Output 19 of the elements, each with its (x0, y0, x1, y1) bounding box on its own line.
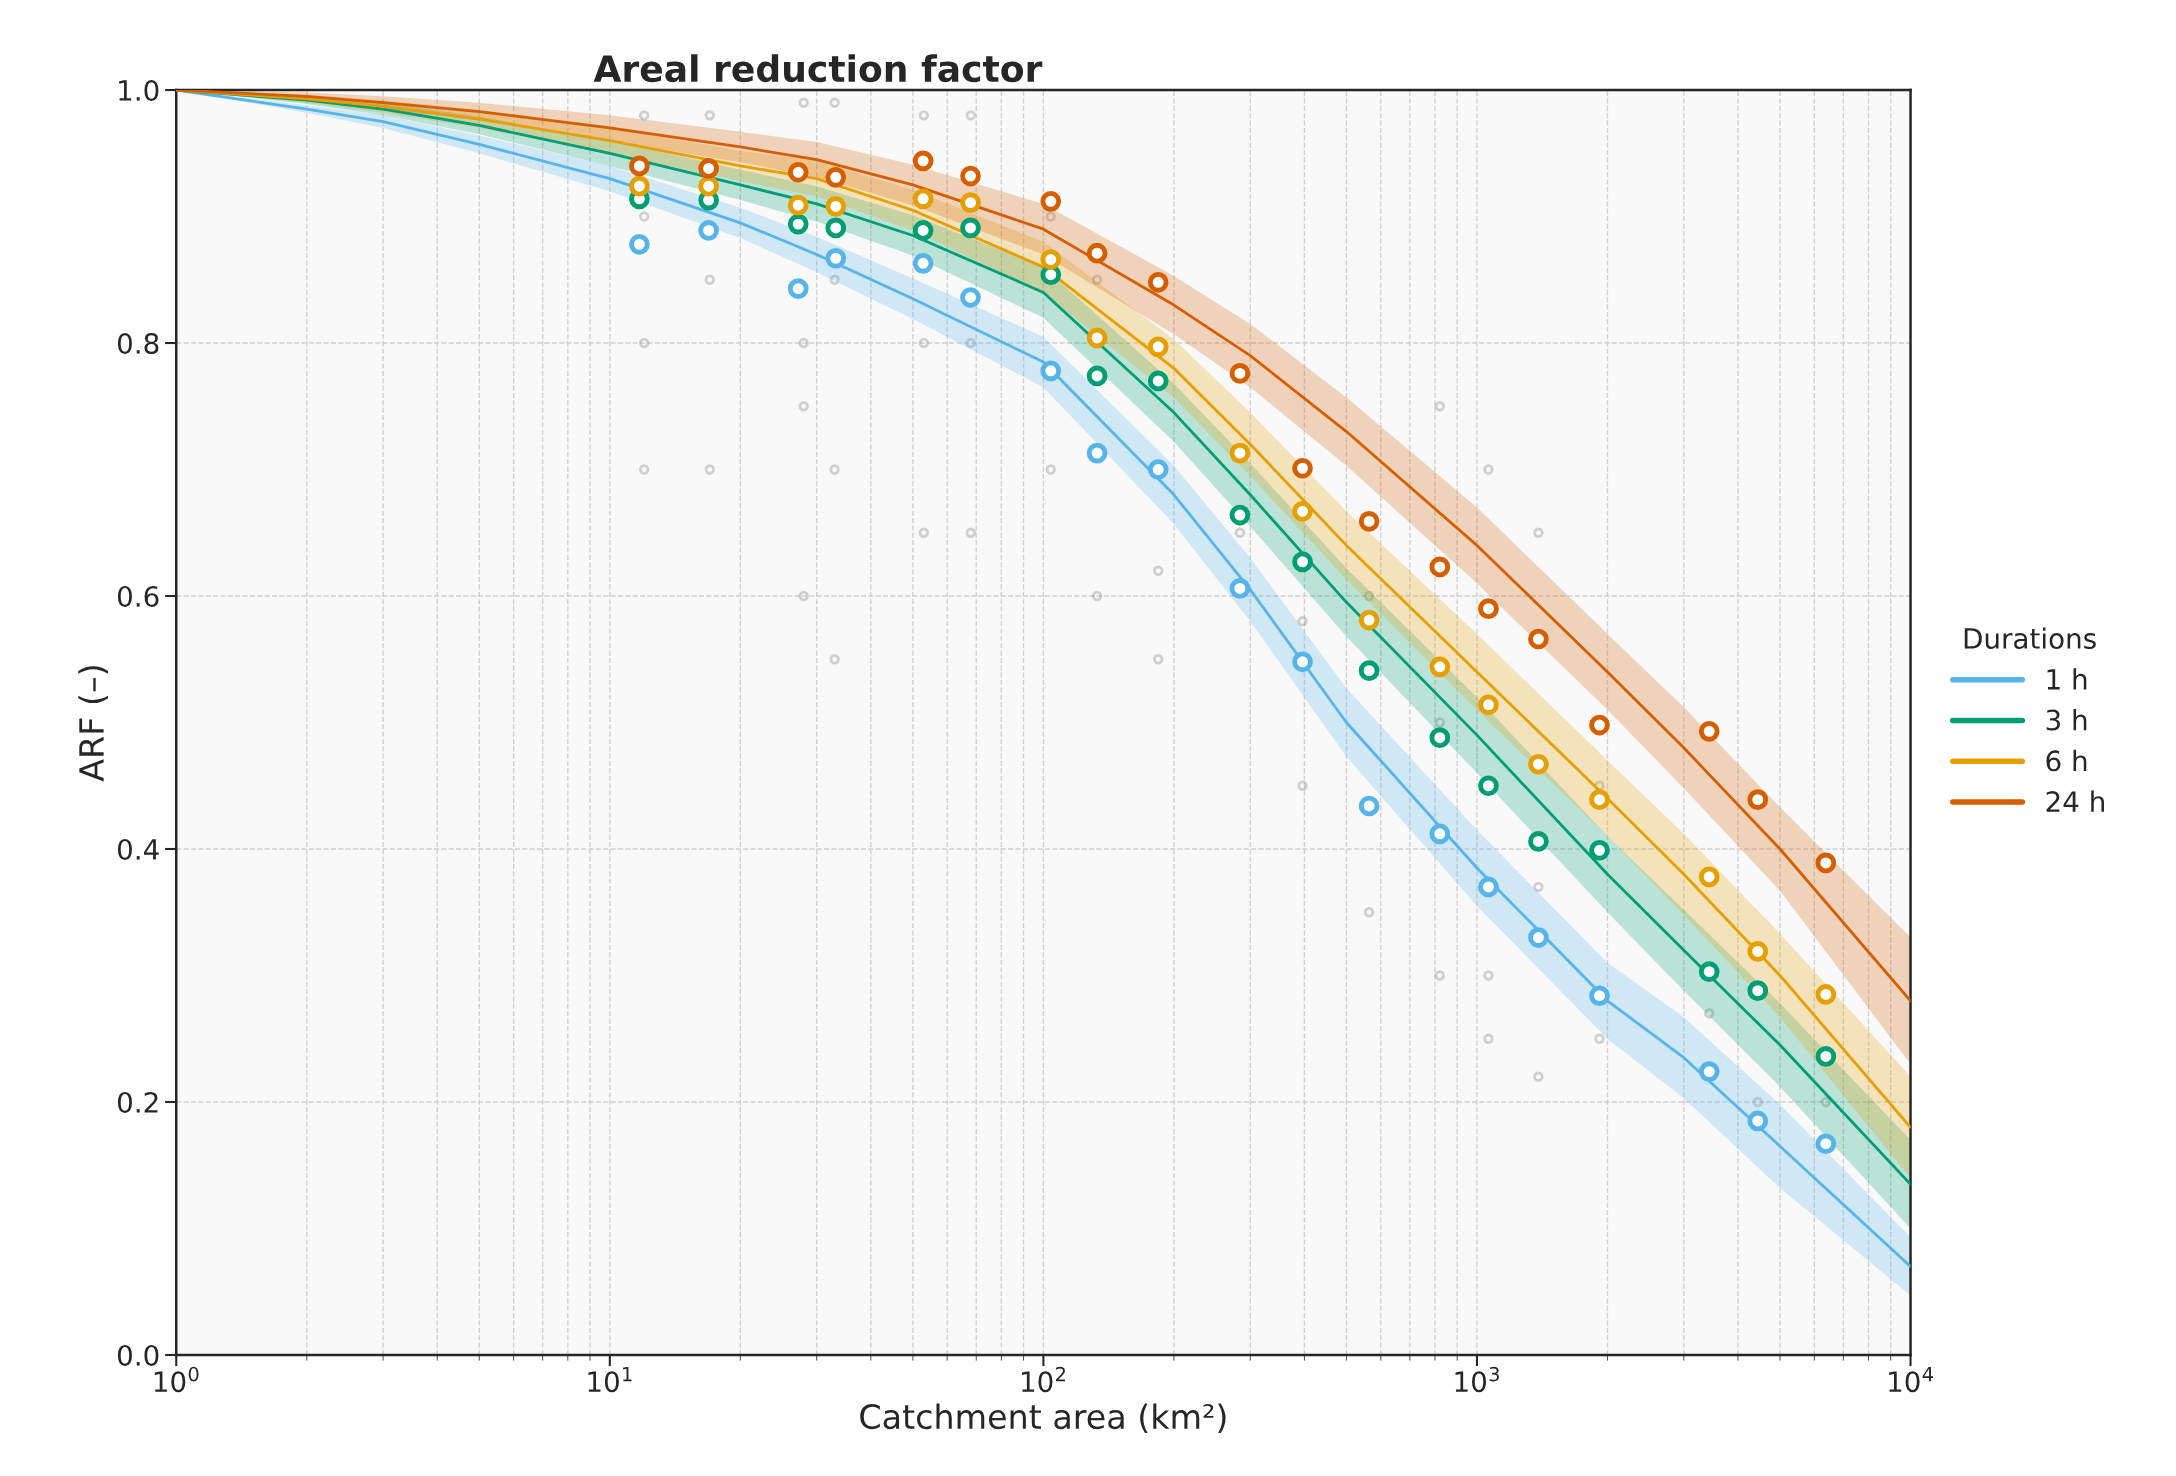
x-tick-label: 10$^{1}$ (588, 1367, 632, 1393)
y-tick-label: 0.4 (117, 838, 159, 860)
chart-title: Areal reduction factor (593, 54, 1043, 83)
x-tick-label: 10$^{4}$ (1889, 1367, 1933, 1393)
x-tick-label: 10$^{0}$ (154, 1366, 199, 1393)
x-tick-label: 10$^{3}$ (1455, 1366, 1499, 1393)
y-tick-label: 0.0 (117, 1344, 159, 1366)
legend-label: 6 h (2046, 749, 2087, 772)
x-axis-title: Catchment area (km²) (860, 1403, 1226, 1434)
legend-label: 1 h (2047, 668, 2087, 690)
x-tick-label: 10$^{2}$ (1022, 1366, 1065, 1393)
y-axis-title: ARF (–) (78, 666, 109, 782)
y-tick-label: 0.6 (117, 585, 159, 607)
legend-label: 24 h (2046, 790, 2104, 812)
y-tick-label: 0.8 (117, 332, 159, 354)
y-tick-label: 0.2 (117, 1091, 158, 1113)
legend-title: Durations (1964, 627, 2096, 650)
legend-label: 3 h (2046, 709, 2087, 731)
y-tick-label: 1.0 (119, 79, 159, 101)
